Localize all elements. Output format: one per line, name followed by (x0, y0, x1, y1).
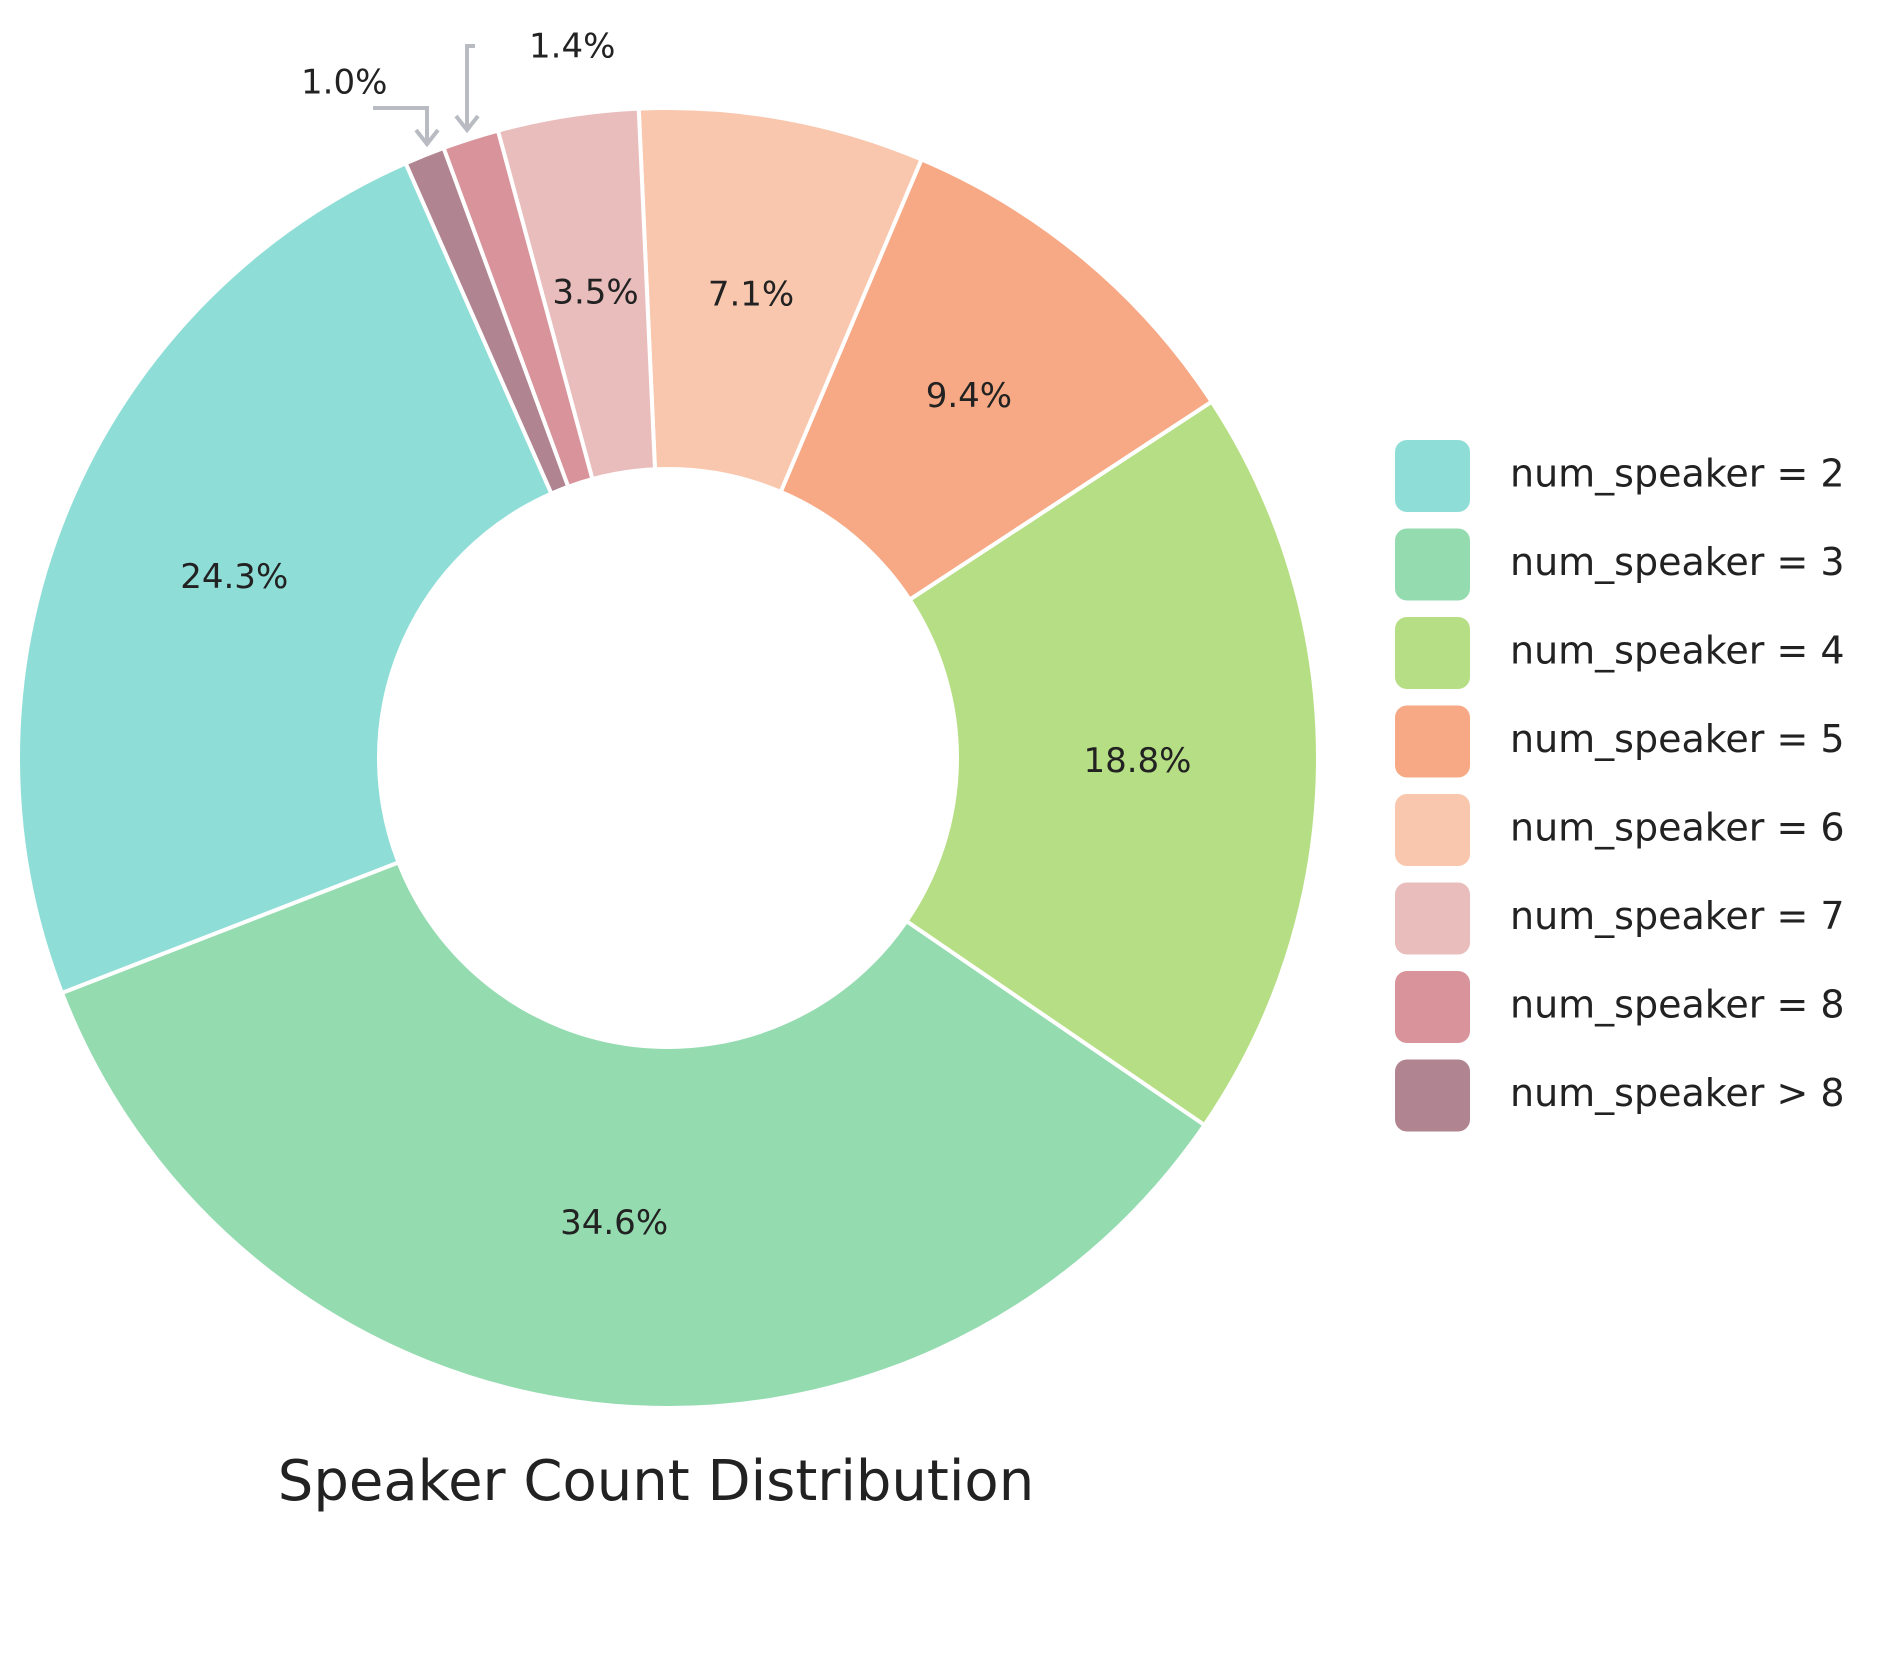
legend-swatch (1395, 882, 1470, 955)
data-label: 9.4% (926, 376, 1012, 416)
legend-swatch (1395, 971, 1470, 1043)
data-label: 1.0% (301, 63, 387, 103)
donut-slice (778, 156, 1215, 603)
legend-swatch (1395, 528, 1470, 601)
chart-title: Speaker Count Distribution (278, 1449, 1034, 1514)
donut-slice (59, 859, 1208, 1410)
legend-swatch (1395, 1059, 1470, 1132)
data-label: 3.5% (552, 273, 638, 313)
donut-slice (903, 398, 1320, 1128)
callout-line (373, 106, 429, 142)
legend-label: num_speaker = 2 (1510, 452, 1845, 496)
callout-arrow (454, 114, 480, 134)
legend-label: num_speaker > 8 (1510, 1071, 1845, 1115)
legend-label: num_speaker = 7 (1510, 894, 1845, 938)
legend-label: num_speaker = 5 (1510, 717, 1845, 761)
data-label: 34.6% (560, 1203, 668, 1243)
legend-swatch (1395, 705, 1470, 778)
legend-label: num_speaker = 8 (1510, 983, 1845, 1027)
data-label: 1.4% (529, 27, 615, 67)
callouts (373, 44, 480, 148)
legend-swatch (1395, 440, 1470, 512)
legend-swatch (1395, 617, 1470, 689)
data-label: 18.8% (1083, 741, 1191, 781)
data-label: 7.1% (708, 274, 794, 314)
legend-label: num_speaker = 4 (1510, 629, 1845, 673)
legend-label: num_speaker = 3 (1510, 540, 1845, 584)
callout-line (465, 44, 475, 130)
donut-slice (16, 160, 555, 996)
legend-swatch (1395, 794, 1470, 866)
donut-slice (403, 145, 571, 497)
data-label: 24.3% (180, 557, 288, 597)
callout-arrow (414, 128, 440, 148)
legend-label: num_speaker = 6 (1510, 806, 1845, 850)
